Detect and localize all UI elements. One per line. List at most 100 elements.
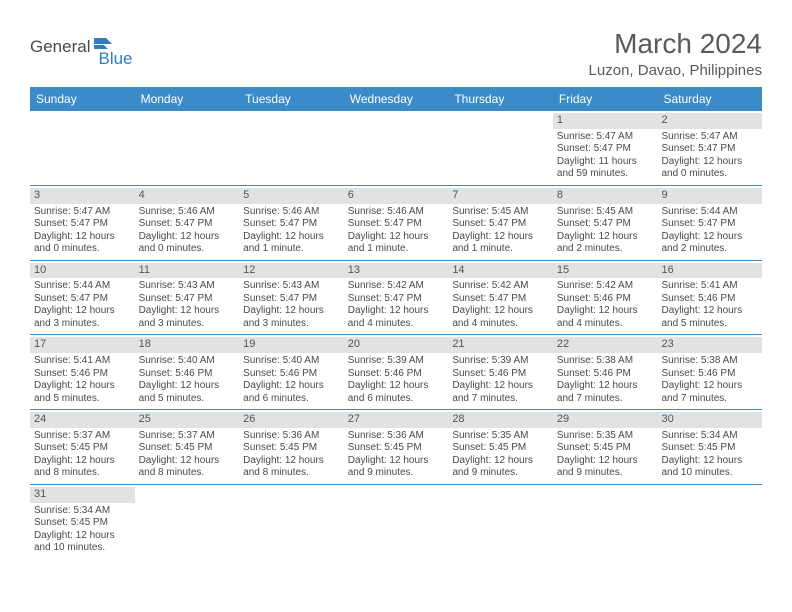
calendar-cell: 11Sunrise: 5:43 AMSunset: 5:47 PMDayligh…	[135, 261, 240, 335]
daylight-text-1: Daylight: 12 hours	[34, 530, 131, 543]
sunset-text: Sunset: 5:45 PM	[661, 442, 758, 455]
calendar-cell: 5Sunrise: 5:46 AMSunset: 5:47 PMDaylight…	[239, 186, 344, 260]
daylight-text-1: Daylight: 12 hours	[661, 455, 758, 468]
calendar-row: 24Sunrise: 5:37 AMSunset: 5:45 PMDayligh…	[30, 410, 762, 485]
calendar-cell: 12Sunrise: 5:43 AMSunset: 5:47 PMDayligh…	[239, 261, 344, 335]
daylight-text-2: and 1 minute.	[452, 243, 549, 256]
sunrise-text: Sunrise: 5:46 AM	[348, 206, 445, 219]
day-number: 17	[30, 337, 135, 353]
daylight-text-2: and 59 minutes.	[557, 168, 654, 181]
calendar-cell: 18Sunrise: 5:40 AMSunset: 5:46 PMDayligh…	[135, 335, 240, 409]
calendar-cell: 17Sunrise: 5:41 AMSunset: 5:46 PMDayligh…	[30, 335, 135, 409]
sunrise-text: Sunrise: 5:37 AM	[34, 430, 131, 443]
day-number: 2	[657, 113, 762, 129]
sunset-text: Sunset: 5:45 PM	[243, 442, 340, 455]
sunrise-text: Sunrise: 5:45 AM	[557, 206, 654, 219]
calendar-cell: 4 Sunrise: 5:46 AMSunset: 5:47 PMDaylight…	[135, 186, 240, 260]
daylight-text-1: Daylight: 12 hours	[139, 380, 236, 393]
calendar-cell-empty	[30, 111, 135, 185]
calendar: SundayMondayTuesdayWednesdayThursdayFrid…	[30, 87, 762, 559]
sunset-text: Sunset: 5:47 PM	[34, 293, 131, 306]
sunrise-text: Sunrise: 5:35 AM	[557, 430, 654, 443]
calendar-cell-empty	[553, 485, 658, 559]
sunset-text: Sunset: 5:45 PM	[139, 442, 236, 455]
sunrise-text: Sunrise: 5:44 AM	[661, 206, 758, 219]
daylight-text-1: Daylight: 12 hours	[34, 305, 131, 318]
day-number: 5	[239, 188, 344, 204]
weekday-header: Saturday	[657, 87, 762, 111]
day-number: 23	[657, 337, 762, 353]
sunrise-text: Sunrise: 5:34 AM	[661, 430, 758, 443]
day-number: 30	[657, 412, 762, 428]
daylight-text-2: and 10 minutes.	[34, 542, 131, 555]
calendar-cell-empty	[239, 485, 344, 559]
day-number: 21	[448, 337, 553, 353]
day-number: 25	[135, 412, 240, 428]
sunrise-text: Sunrise: 5:36 AM	[243, 430, 340, 443]
daylight-text-1: Daylight: 12 hours	[139, 305, 236, 318]
daylight-text-1: Daylight: 12 hours	[34, 231, 131, 244]
daylight-text-2: and 8 minutes.	[243, 467, 340, 480]
calendar-cell: 16Sunrise: 5:41 AMSunset: 5:46 PMDayligh…	[657, 261, 762, 335]
daylight-text-2: and 4 minutes.	[348, 318, 445, 331]
sunset-text: Sunset: 5:47 PM	[557, 218, 654, 231]
calendar-row: 10Sunrise: 5:44 AMSunset: 5:47 PMDayligh…	[30, 261, 762, 336]
sunset-text: Sunset: 5:46 PM	[34, 368, 131, 381]
calendar-cell: 9Sunrise: 5:44 AMSunset: 5:47 PMDaylight…	[657, 186, 762, 260]
daylight-text-1: Daylight: 12 hours	[243, 305, 340, 318]
daylight-text-1: Daylight: 12 hours	[243, 455, 340, 468]
logo-text-general: General	[30, 37, 90, 57]
weekday-header: Wednesday	[344, 87, 449, 111]
daylight-text-1: Daylight: 12 hours	[243, 380, 340, 393]
sunset-text: Sunset: 5:47 PM	[139, 293, 236, 306]
sunset-text: Sunset: 5:46 PM	[452, 368, 549, 381]
sunset-text: Sunset: 5:47 PM	[452, 293, 549, 306]
title-block: March 2024 Luzon, Davao, Philippines	[589, 28, 762, 79]
day-number: 24	[30, 412, 135, 428]
sunset-text: Sunset: 5:47 PM	[661, 143, 758, 156]
calendar-cell-empty	[135, 111, 240, 185]
calendar-cell-empty	[135, 485, 240, 559]
calendar-row: 17Sunrise: 5:41 AMSunset: 5:46 PMDayligh…	[30, 335, 762, 410]
daylight-text-1: Daylight: 12 hours	[661, 305, 758, 318]
daylight-text-1: Daylight: 12 hours	[557, 455, 654, 468]
daylight-text-2: and 0 minutes.	[34, 243, 131, 256]
sunset-text: Sunset: 5:46 PM	[348, 368, 445, 381]
day-number: 4	[135, 188, 240, 204]
sunrise-text: Sunrise: 5:46 AM	[139, 206, 236, 219]
weekday-header: Friday	[553, 87, 658, 111]
day-number: 14	[448, 263, 553, 279]
daylight-text-1: Daylight: 12 hours	[557, 380, 654, 393]
sunset-text: Sunset: 5:46 PM	[661, 293, 758, 306]
daylight-text-1: Daylight: 12 hours	[661, 156, 758, 169]
sunset-text: Sunset: 5:45 PM	[34, 442, 131, 455]
daylight-text-1: Daylight: 12 hours	[34, 455, 131, 468]
calendar-cell: 20Sunrise: 5:39 AMSunset: 5:46 PMDayligh…	[344, 335, 449, 409]
sunset-text: Sunset: 5:47 PM	[243, 293, 340, 306]
calendar-cell: 21Sunrise: 5:39 AMSunset: 5:46 PMDayligh…	[448, 335, 553, 409]
month-title: March 2024	[589, 28, 762, 60]
sunset-text: Sunset: 5:45 PM	[34, 517, 131, 530]
day-number: 31	[30, 487, 135, 503]
sunrise-text: Sunrise: 5:43 AM	[139, 280, 236, 293]
calendar-cell: 25Sunrise: 5:37 AMSunset: 5:45 PMDayligh…	[135, 410, 240, 484]
day-number: 18	[135, 337, 240, 353]
sunrise-text: Sunrise: 5:41 AM	[34, 355, 131, 368]
sunset-text: Sunset: 5:47 PM	[348, 218, 445, 231]
sunset-text: Sunset: 5:46 PM	[557, 293, 654, 306]
daylight-text-2: and 0 minutes.	[661, 168, 758, 181]
calendar-cell: 13Sunrise: 5:42 AMSunset: 5:47 PMDayligh…	[344, 261, 449, 335]
day-number: 16	[657, 263, 762, 279]
page-root: General Blue March 2024 Luzon, Davao, Ph…	[0, 0, 792, 569]
daylight-text-2: and 3 minutes.	[243, 318, 340, 331]
calendar-cell: 2Sunrise: 5:47 AMSunset: 5:47 PMDaylight…	[657, 111, 762, 185]
daylight-text-2: and 6 minutes.	[243, 393, 340, 406]
calendar-cell: 8Sunrise: 5:45 AMSunset: 5:47 PMDaylight…	[553, 186, 658, 260]
calendar-row: 1Sunrise: 5:47 AMSunset: 5:47 PMDaylight…	[30, 111, 762, 186]
daylight-text-1: Daylight: 12 hours	[557, 231, 654, 244]
daylight-text-1: Daylight: 12 hours	[139, 231, 236, 244]
sunset-text: Sunset: 5:47 PM	[139, 218, 236, 231]
calendar-cell: 3Sunrise: 5:47 AMSunset: 5:47 PMDaylight…	[30, 186, 135, 260]
weekday-header: Thursday	[448, 87, 553, 111]
daylight-text-2: and 1 minute.	[243, 243, 340, 256]
